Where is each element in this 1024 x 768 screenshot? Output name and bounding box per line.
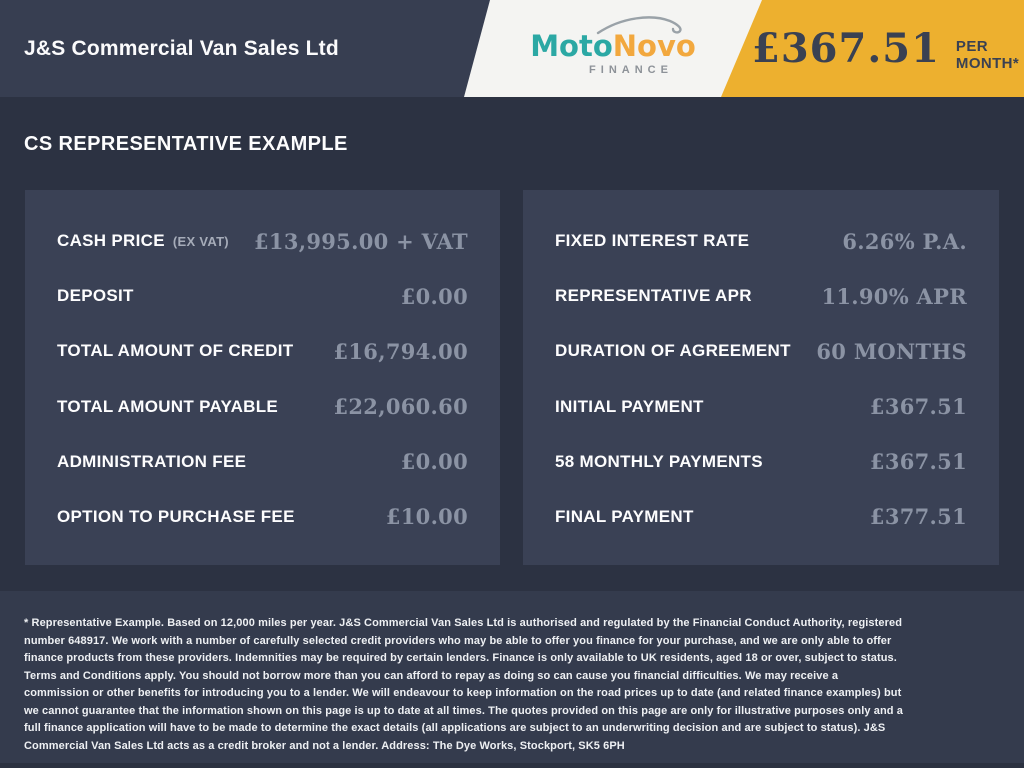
row-value: 60 MONTHS: [816, 338, 967, 364]
logo-word-novo: Novo: [612, 29, 696, 63]
footer-disclaimer-section: * Representative Example. Based on 12,00…: [0, 591, 1024, 768]
row-value: £10.00: [385, 504, 468, 530]
row-value: £13,995.00 + VAT: [254, 228, 468, 254]
row-value: £0.00: [400, 283, 468, 309]
table-row: TOTAL AMOUNT OF CREDIT £16,794.00: [57, 326, 468, 376]
monthly-price-box: £367.51 PER MONTH*: [752, 0, 1024, 97]
car-swoosh-icon: [596, 12, 688, 41]
table-row: FINAL PAYMENT £377.51: [555, 492, 967, 542]
row-value: 6.26% P.A.: [842, 228, 967, 254]
table-row: ADMINISTRATION FEE £0.00: [57, 437, 468, 487]
row-label: CASH PRICE (EX VAT): [57, 231, 229, 251]
monthly-price-suffix: PER MONTH*: [955, 37, 1020, 72]
row-value: £16,794.00: [333, 338, 468, 364]
motonovo-finance-logo: MotoNovo FINANCE: [530, 12, 696, 84]
row-label: 58 MONTHLY PAYMENTS: [555, 451, 763, 471]
table-row: FIXED INTEREST RATE 6.26% P.A.: [555, 216, 967, 266]
row-label-note: (EX VAT): [172, 234, 229, 249]
row-label-text: CASH PRICE: [57, 231, 165, 250]
finance-details-panel-left: CASH PRICE (EX VAT) £13,995.00 + VAT DEPO…: [25, 190, 500, 565]
row-value: £0.00: [400, 449, 468, 475]
finance-details-panel-right: FIXED INTEREST RATE 6.26% P.A. REPRESENT…: [523, 190, 999, 565]
row-value: £367.51: [869, 394, 967, 420]
row-label: DEPOSIT: [57, 286, 134, 306]
table-row: TOTAL AMOUNT PAYABLE £22,060.60: [57, 382, 468, 432]
table-row: INITIAL PAYMENT £367.51: [555, 382, 967, 432]
row-value: £367.51: [869, 449, 967, 475]
logo-word-moto: Moto: [530, 29, 613, 63]
header-gold-diagonal: [721, 0, 1024, 97]
row-value: £22,060.60: [333, 394, 468, 420]
logo-tagline: FINANCE: [589, 64, 673, 76]
row-label: INITIAL PAYMENT: [555, 396, 704, 416]
header-bar: J&S Commercial Van Sales Ltd MotoNovo FI…: [0, 0, 1024, 97]
table-row: 58 MONTHLY PAYMENTS £367.51: [555, 437, 967, 487]
main-section: CS REPRESENTATIVE EXAMPLE CASH PRICE (EX …: [0, 97, 1024, 591]
monthly-price: £367.51: [752, 25, 940, 72]
row-value: £377.51: [869, 504, 967, 530]
row-label: ADMINISTRATION FEE: [57, 451, 247, 471]
table-row: OPTION TO PURCHASE FEE £10.00: [57, 492, 468, 542]
row-label: FIXED INTEREST RATE: [555, 231, 750, 250]
table-row: CASH PRICE (EX VAT) £13,995.00 + VAT: [57, 216, 468, 266]
row-label: TOTAL AMOUNT PAYABLE: [57, 396, 279, 416]
row-label: FINAL PAYMENT: [555, 506, 694, 526]
row-label: REPRESENTATIVE APR: [555, 286, 752, 306]
bottom-edge-strip: [0, 763, 1024, 768]
table-row: REPRESENTATIVE APR 11.90% APR: [555, 271, 967, 321]
page-title: CS REPRESENTATIVE EXAMPLE: [24, 133, 348, 155]
logo-wordmark: MotoNovo: [530, 32, 696, 61]
row-value: 11.90% APR: [821, 283, 967, 309]
disclaimer-text: * Representative Example. Based on 12,00…: [24, 617, 903, 752]
row-label: OPTION TO PURCHASE FEE: [57, 506, 295, 526]
table-row: DEPOSIT £0.00: [57, 271, 468, 321]
dealer-name: J&S Commercial Van Sales Ltd: [24, 36, 339, 60]
table-row: DURATION OF AGREEMENT 60 MONTHS: [555, 326, 967, 376]
row-label: DURATION OF AGREEMENT: [555, 341, 791, 361]
row-label: TOTAL AMOUNT OF CREDIT: [57, 341, 294, 361]
